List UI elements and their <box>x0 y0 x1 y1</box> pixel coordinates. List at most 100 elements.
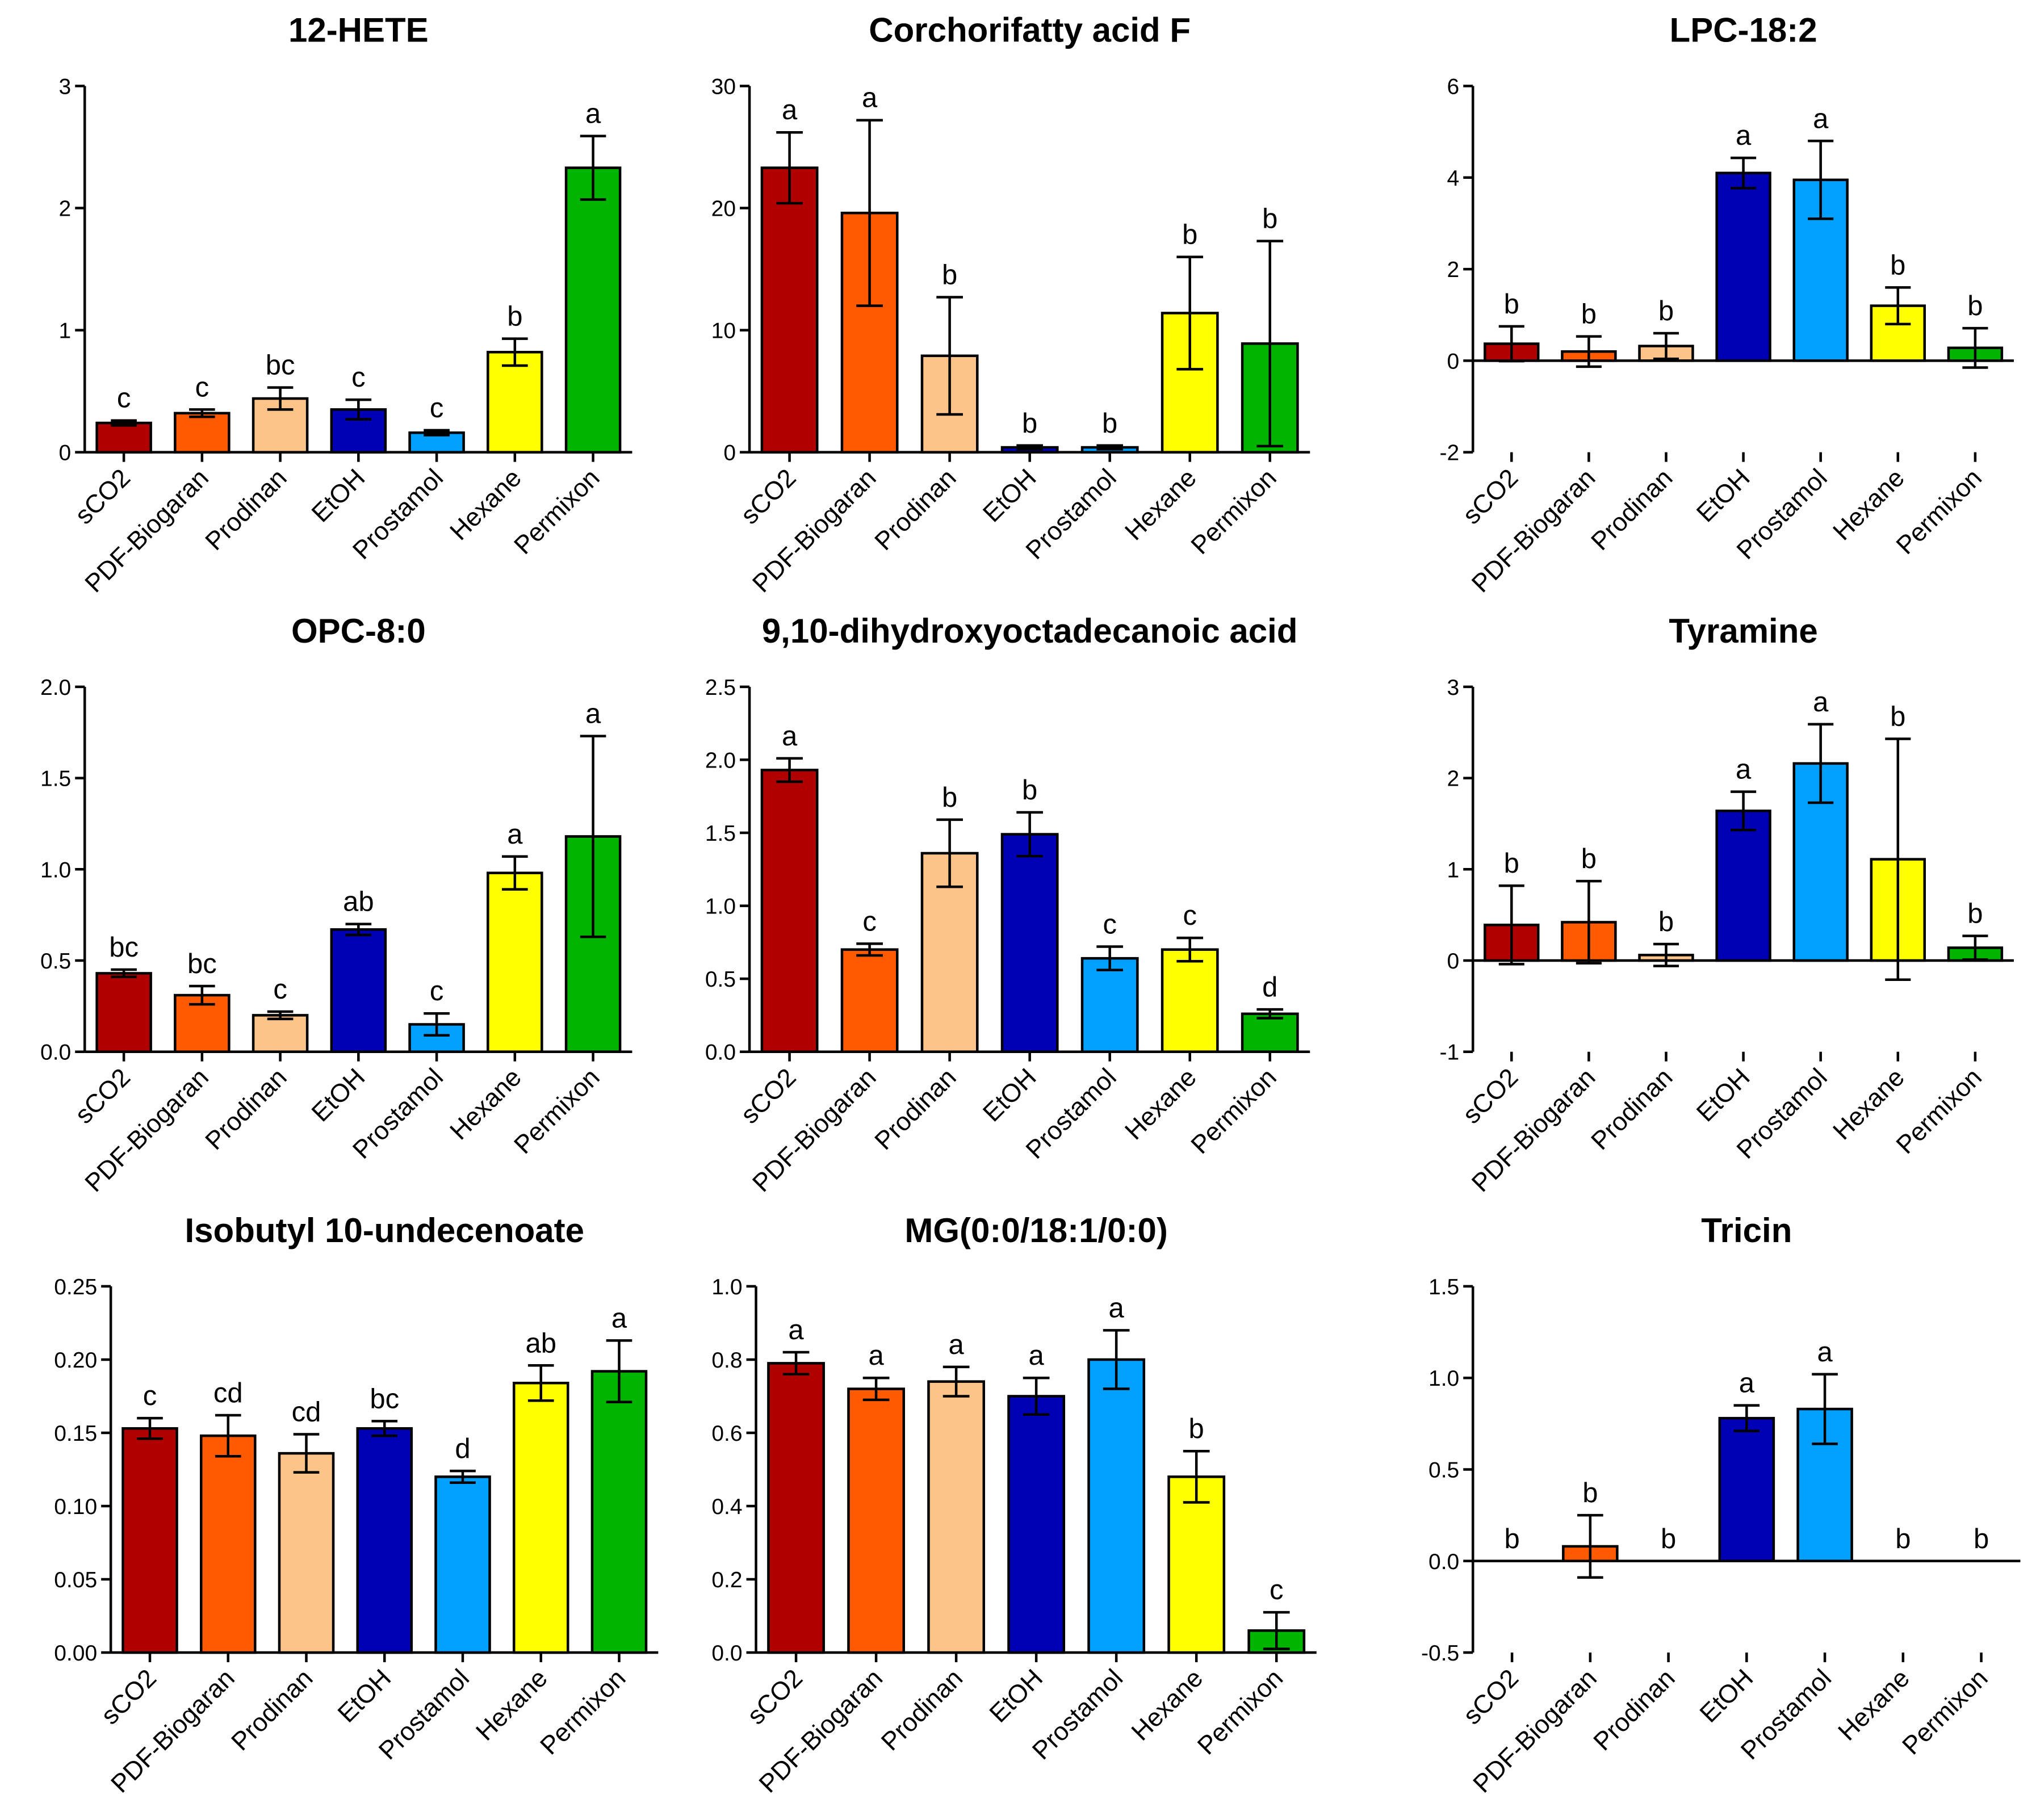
category-label: Permixon <box>1185 463 1281 560</box>
significance-letter: b <box>1658 907 1674 937</box>
y-tick-label: 6 <box>1447 75 1460 99</box>
panel-title: Tricin <box>1701 1211 1792 1249</box>
significance-letter: c <box>195 372 210 402</box>
bar <box>174 412 231 454</box>
bar <box>1161 948 1219 1053</box>
significance-letter: b <box>507 301 522 332</box>
panel-title: MG(0:0/18:1/0:0) <box>904 1211 1167 1249</box>
y-tick-label: 2.5 <box>705 676 736 700</box>
category-label: sCO2 <box>1457 1663 1524 1730</box>
category-label: Prodinan <box>225 1663 318 1756</box>
y-tick-label: 1.0 <box>1428 1366 1459 1391</box>
y-tick-label: 20 <box>711 197 736 221</box>
significance-letter: a <box>507 819 523 850</box>
y-tick-label: 1.0 <box>705 895 736 919</box>
panel-title: 12-HETE <box>288 11 429 49</box>
y-tick-label: 4 <box>1447 166 1460 191</box>
significance-letter: b <box>1022 408 1037 439</box>
significance-letter: bc <box>370 1383 399 1414</box>
y-tick-label: 10 <box>711 319 736 343</box>
category-label: Prodinan <box>1585 1063 1678 1155</box>
y-tick-label: 0.2 <box>711 1568 742 1592</box>
category-label: Permixon <box>1185 1063 1281 1159</box>
bar <box>1087 1358 1146 1654</box>
category-label: Prodinan <box>1587 1663 1680 1756</box>
significance-letter: b <box>1102 408 1117 439</box>
significance-letter: c <box>430 393 444 423</box>
bar <box>760 769 819 1053</box>
significance-letter: bc <box>187 949 217 979</box>
bar <box>487 351 543 454</box>
significance-letter: a <box>788 1315 804 1345</box>
y-tick-label: 0 <box>59 441 72 466</box>
significance-letter: b <box>1582 1478 1598 1508</box>
significance-letter: b <box>1022 775 1037 806</box>
bar <box>1167 1475 1226 1654</box>
category-label: EtOH <box>1691 1063 1756 1127</box>
category-label: Permixon <box>1896 1663 1993 1760</box>
category-label: sCO2 <box>95 1663 162 1730</box>
category-label: EtOH <box>1691 463 1756 528</box>
significance-letter: c <box>430 976 444 1007</box>
y-tick-label: 1 <box>59 319 72 343</box>
panel-title: Tyramine <box>1669 612 1817 650</box>
significance-letter: b <box>1890 250 1905 280</box>
bar <box>512 1381 569 1654</box>
category-label: Permixon <box>508 463 605 560</box>
chart-panel: Isobutyl 10-undecenoate 0.00 0.05 0.10 0.15 0… <box>54 1211 659 1798</box>
significance-letter: c <box>273 974 287 1005</box>
y-tick-label: 0.0 <box>705 1041 736 1065</box>
chart-panel: Tricin-0.50.00.51.01.5bsCO2bPDF-Biogaran… <box>1421 1211 2021 1798</box>
significance-letter: b <box>942 260 957 291</box>
bar <box>252 1014 309 1053</box>
y-tick-label: 0.20 <box>54 1348 97 1373</box>
y-tick-label: 1.5 <box>1428 1275 1459 1299</box>
significance-letter: b <box>1581 299 1597 330</box>
significance-letter: ab <box>525 1328 556 1358</box>
category-label: EtOH <box>1694 1663 1759 1728</box>
significance-letter: d <box>455 1433 470 1464</box>
category-label: EtOH <box>306 1063 371 1127</box>
significance-letter: bc <box>266 350 295 381</box>
bar <box>356 1427 413 1654</box>
y-tick-label: 0 <box>1447 349 1460 374</box>
significance-letter: a <box>948 1330 964 1360</box>
bar <box>927 1380 986 1654</box>
category-label: EtOH <box>977 463 1042 528</box>
bar <box>590 1370 648 1654</box>
y-tick-label: 0.5 <box>705 967 736 992</box>
bar <box>840 948 899 1053</box>
y-tick-label: 1.5 <box>705 821 736 846</box>
panel-title: OPC-8:0 <box>291 612 426 650</box>
panel-title: LPC-18:2 <box>1670 11 1817 49</box>
bar <box>1715 810 1771 962</box>
y-tick-label: 2 <box>1447 767 1460 791</box>
category-label: sCO2 <box>741 1663 808 1730</box>
bar <box>564 166 622 454</box>
significance-letter: b <box>942 782 957 813</box>
y-tick-label: 1.0 <box>711 1275 742 1299</box>
significance-letter: b <box>1504 1524 1519 1554</box>
significance-letter: a <box>1739 1368 1755 1399</box>
significance-letter: a <box>782 95 798 125</box>
y-tick-label: -0.5 <box>1421 1641 1459 1666</box>
y-tick-label: 2.0 <box>705 748 736 773</box>
panel-title: Corchorifatty acid F <box>869 11 1191 49</box>
y-tick-label: 0.05 <box>54 1568 97 1592</box>
significance-letter: a <box>585 99 601 129</box>
bar <box>1715 171 1771 362</box>
bar <box>278 1452 335 1654</box>
significance-letter: b <box>1581 844 1597 874</box>
chart-panel: Tyramine-10123bsCO2bPDF-BiogaranbProdina… <box>1440 612 2014 1197</box>
significance-letter: a <box>1813 103 1829 134</box>
y-tick-label: 0.10 <box>54 1495 97 1519</box>
significance-letter: b <box>1895 1524 1911 1554</box>
y-tick-label: 0 <box>1447 949 1460 974</box>
category-label: EtOH <box>306 463 371 528</box>
y-tick-label: 2.0 <box>40 676 71 700</box>
y-tick-label: 0.5 <box>1428 1458 1459 1482</box>
chart-panel: Corchorifatty acid F0102030asCO2aPDF-Bio… <box>711 11 1310 598</box>
category-label: Permixon <box>1192 1663 1288 1760</box>
significance-letter: cd <box>213 1378 243 1408</box>
